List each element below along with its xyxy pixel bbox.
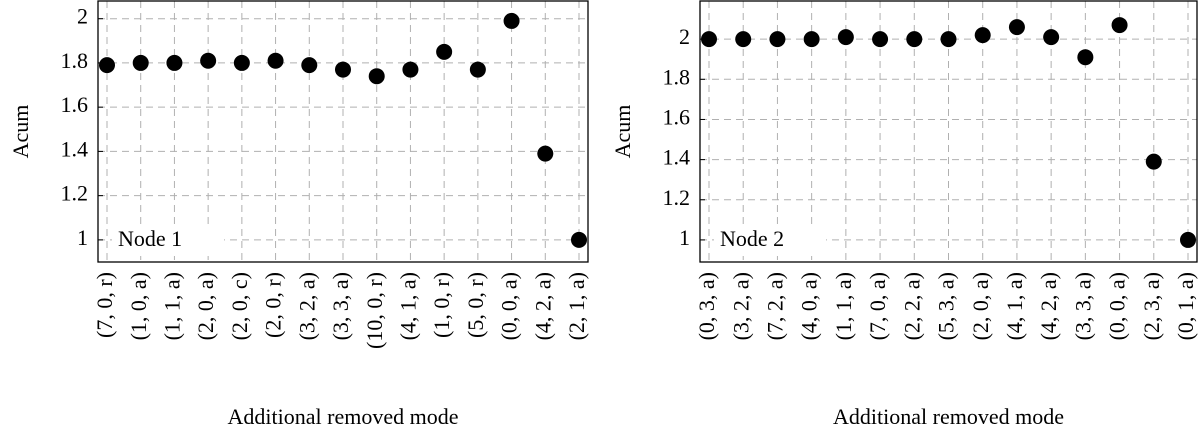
x-tick-label: (0, 3, a)	[694, 272, 719, 340]
x-tick-label: (2, 0, r)	[261, 272, 286, 338]
y-tick-label: 1	[679, 225, 690, 250]
y-tick-label: 1.2	[61, 181, 89, 206]
x-tick-label: (4, 0, a)	[797, 272, 822, 340]
point	[974, 27, 991, 44]
point	[402, 61, 419, 78]
x-tick-label: (0, 1, a)	[1173, 272, 1198, 340]
point	[872, 31, 889, 48]
point	[335, 61, 351, 78]
x-tick-label: (2, 0, a)	[193, 272, 218, 340]
x-axis-label: Additional removed mode	[833, 404, 1064, 429]
point	[803, 31, 820, 48]
point	[701, 31, 717, 48]
x-tick-label: (7, 0, a)	[865, 272, 890, 340]
x-tick-label: (2, 1, a)	[564, 272, 589, 340]
x-tick-label: (1, 1, a)	[159, 272, 184, 340]
point	[1043, 29, 1060, 46]
x-tick-label: (1, 0, r)	[429, 272, 454, 338]
y-tick-label: 2	[679, 24, 690, 49]
y-tick-label: 2	[77, 4, 88, 29]
point	[132, 54, 149, 71]
x-tick-label: (2, 0, a)	[968, 272, 993, 340]
annotation: Node 1	[118, 226, 182, 251]
x-tick-label: (5, 0, r)	[463, 272, 488, 338]
x-tick-label: (7, 0, r)	[92, 272, 117, 338]
y-tick-label: 1.6	[61, 92, 89, 117]
y-axis-label: Acum	[8, 105, 33, 159]
x-tick-label: (4, 1, a)	[395, 272, 420, 340]
y-axis-label: Acum	[610, 105, 635, 159]
point	[906, 31, 923, 48]
point	[301, 57, 318, 74]
annotation-box	[112, 224, 224, 256]
point	[200, 52, 217, 69]
point	[837, 29, 854, 46]
y-tick-label: 1.4	[61, 136, 89, 161]
plot-frame	[97, 0, 589, 263]
y-tick-label: 1.8	[61, 48, 89, 73]
point	[1111, 17, 1128, 34]
x-tick-label: (3, 2, a)	[294, 272, 319, 340]
point	[1077, 49, 1094, 66]
y-tick-label: 1.4	[663, 145, 691, 170]
point	[436, 43, 453, 60]
point	[1145, 153, 1162, 170]
x-tick-label: (3, 3, a)	[328, 272, 353, 340]
x-tick-label: (3, 2, a)	[728, 272, 753, 340]
x-tick-label: (10, 0, r)	[362, 272, 387, 349]
x-tick-label: (2, 0, c)	[227, 272, 252, 340]
point	[571, 231, 587, 248]
point	[1180, 231, 1196, 248]
x-tick-label: (0, 0, a)	[497, 272, 522, 340]
y-tick-label: 1	[77, 225, 88, 250]
x-tick-label: (3, 3, a)	[1070, 272, 1095, 340]
annotation: Node 2	[720, 226, 784, 251]
point	[166, 54, 183, 71]
point	[503, 12, 520, 29]
point	[769, 31, 786, 48]
point	[368, 68, 385, 85]
y-tick-label: 1.2	[663, 185, 691, 210]
point	[233, 54, 250, 71]
point	[1008, 19, 1025, 36]
x-axis-label: Additional removed mode	[228, 404, 459, 429]
x-tick-label: (1, 0, a)	[126, 272, 151, 340]
x-tick-label: (4, 2, a)	[530, 272, 555, 340]
x-tick-label: (2, 2, a)	[899, 272, 924, 340]
point	[940, 31, 957, 48]
point	[267, 52, 284, 69]
y-tick-label: 1.6	[663, 105, 691, 130]
x-tick-label: (4, 2, a)	[1036, 272, 1061, 340]
point	[537, 145, 554, 162]
x-tick-label: (2, 3, a)	[1139, 272, 1164, 340]
point	[469, 61, 486, 78]
annotation-box	[714, 224, 826, 256]
x-tick-label: (0, 0, a)	[1105, 272, 1130, 340]
plot-frame	[699, 0, 1198, 263]
x-tick-label: (1, 1, a)	[831, 272, 856, 340]
y-tick-label: 1.8	[663, 64, 691, 89]
point	[735, 31, 752, 48]
x-tick-label: (5, 3, a)	[934, 272, 959, 340]
point	[99, 57, 115, 74]
x-tick-label: (4, 1, a)	[1002, 272, 1027, 340]
x-tick-label: (7, 2, a)	[762, 272, 787, 340]
